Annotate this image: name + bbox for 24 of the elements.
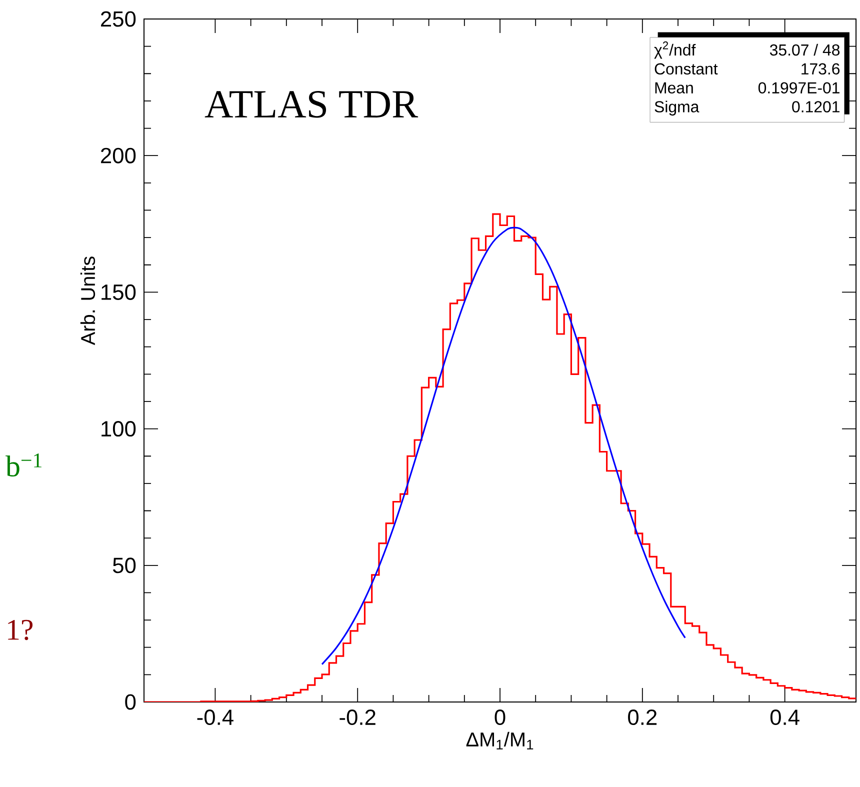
annotation: 173.6 [802,63,840,75]
annotation: Constant [654,63,718,75]
annotation: 0.1201 [792,101,840,112]
text: 1? [8,620,33,640]
y-tick-label: 100 [102,421,136,437]
x-tick-label: 0.2 [628,710,657,726]
annotation: ATLAS TDR [204,90,418,118]
y-axis-title: Arb. Units [80,256,96,346]
y-tick-label: 0 [125,694,136,710]
y-tick-label: 50 [112,558,136,574]
y-tick-label: 250 [101,11,136,27]
x-tick-label: 0.4 [770,710,800,726]
annotation: Sigma [654,100,700,116]
x-axis-title: ΔM$_{1}$/M$_{1}$ [466,732,534,750]
annotation: χ$^{2}$/ndf [654,41,696,59]
annotation: 35.07 / 48 [770,44,840,56]
y-tick-label: 150 [102,284,136,300]
text: b$^{−1}$ [6,453,42,477]
x-tick-label: 0 [494,710,506,726]
x-tick-label: -0.4 [197,710,234,726]
x-tick-label: -0.2 [340,710,376,726]
y-tick-label: 200 [101,148,136,164]
annotation: Mean [655,82,693,94]
annotation: 0.1997E-01 [758,82,840,94]
